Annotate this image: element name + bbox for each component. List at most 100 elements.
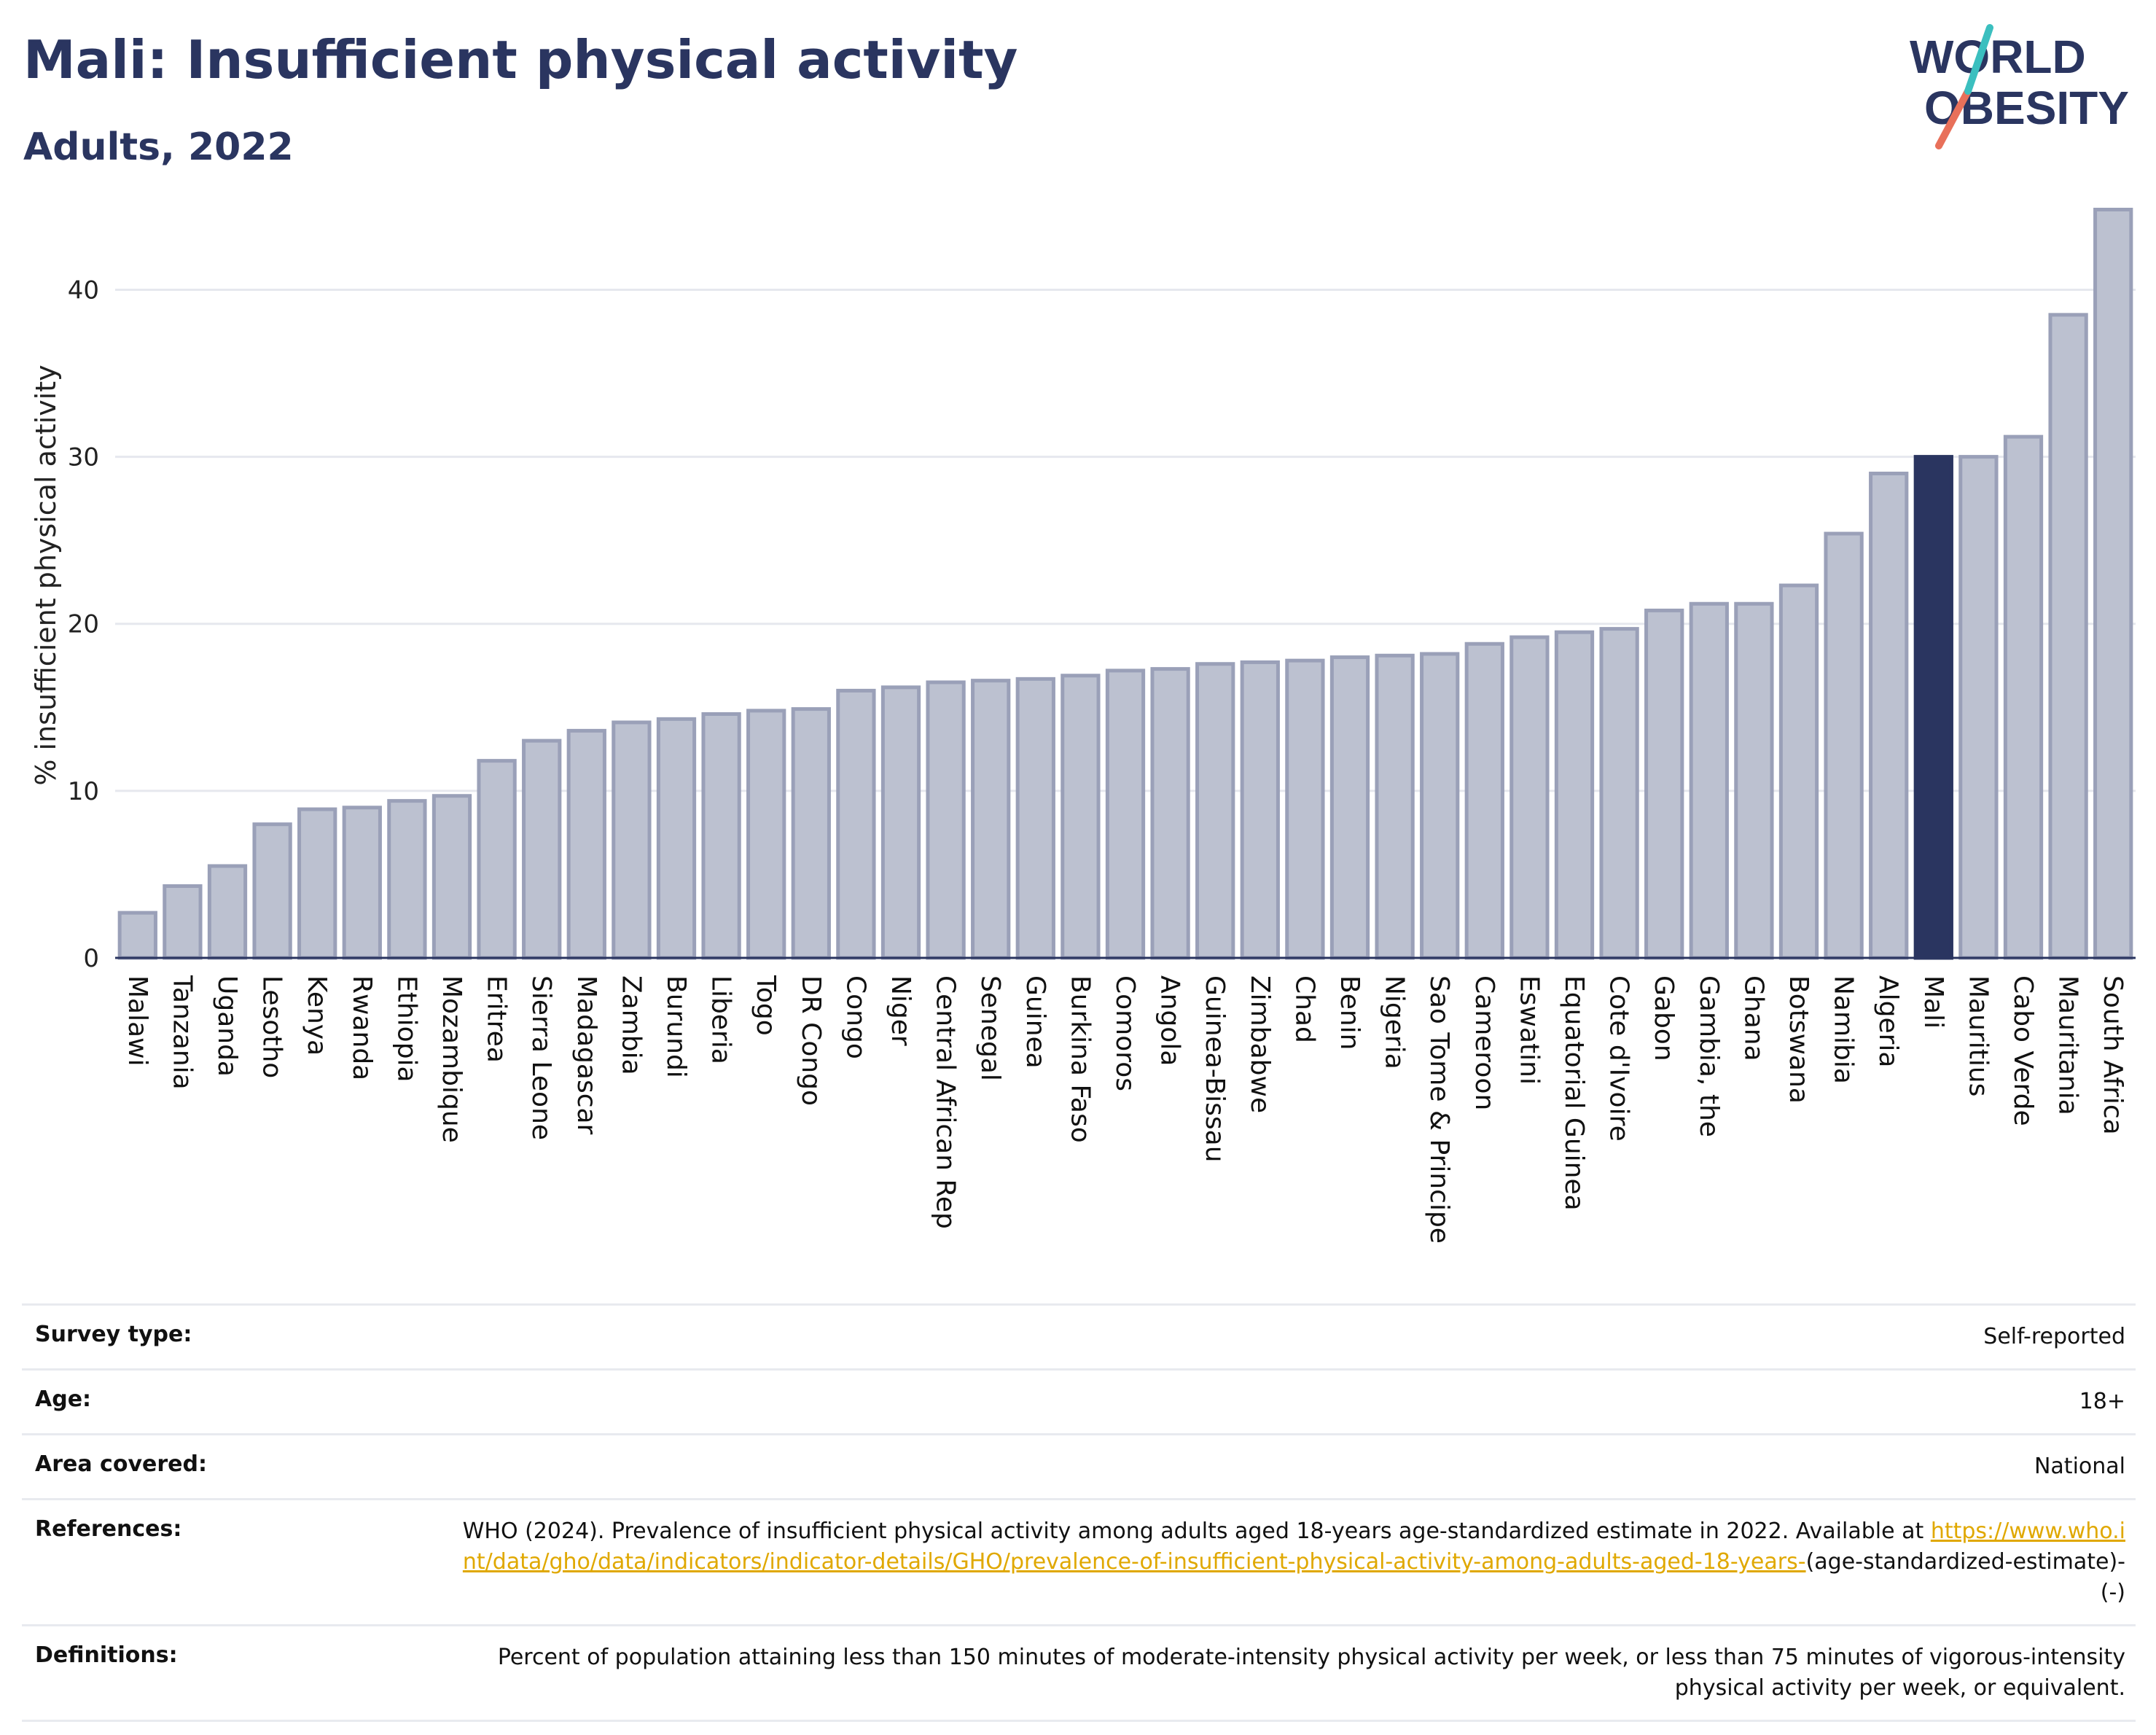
bar-comoros [1105, 668, 1146, 960]
x-tick-label: Senegal [975, 975, 1005, 1081]
y-tick-label: 10 [68, 777, 99, 806]
bar-eswatini [1509, 635, 1550, 960]
x-tick-label: Chad [1289, 975, 1319, 1043]
x-tick-label: Uganda [212, 975, 242, 1077]
y-tick-label: 0 [83, 944, 99, 973]
bar-cote-d-ivoire [1599, 627, 1639, 960]
x-tick-label: Guinea-Bissau [1200, 975, 1230, 1163]
bar-ethiopia [387, 799, 427, 960]
meta-label: Survey type: [35, 1322, 192, 1347]
x-tick-label: Cameroon [1469, 975, 1499, 1110]
y-tick-label: 30 [68, 443, 99, 472]
bar-guinea [1015, 677, 1055, 960]
bar-tanzania [163, 884, 203, 960]
x-tick-label: Burundi [661, 975, 691, 1078]
references-tail: (age-standardized-estimate)-(-) [1805, 1549, 2125, 1605]
bar-zambia [612, 720, 652, 960]
bar-gabon [1644, 608, 1684, 960]
bar-central-african-rep [926, 680, 966, 960]
x-tick-label: Cabo Verde [2008, 975, 2038, 1126]
bar-madagascar [566, 728, 606, 960]
x-tick-label: Guinea [1020, 975, 1050, 1069]
x-tick-label: Gambia, the [1694, 975, 1724, 1137]
x-tick-label: Rwanda [347, 975, 377, 1080]
x-tick-label: Lesotho [257, 975, 287, 1078]
bar-liberia [701, 711, 741, 960]
x-tick-label: Equatorial Guinea [1559, 975, 1589, 1211]
bar-chart: 0 10 20 30 40 % insufficient physical activit… [30, 207, 2136, 1244]
x-tick-label: Ethiopia [391, 975, 421, 1083]
world-obesity-logo: WORLD OBESITY [1910, 24, 2129, 149]
bar-togo [746, 709, 786, 960]
x-tick-label: Niger [886, 975, 915, 1046]
page-subtitle: Adults, 2022 [23, 125, 294, 169]
x-tick-label: Congo [840, 975, 870, 1059]
bar-zimbabwe [1240, 660, 1280, 960]
bar-eritrea [477, 759, 517, 960]
x-tick-label: Burkina Faso [1065, 975, 1095, 1143]
x-tick-label: Namibia [1829, 975, 1859, 1084]
meta-value: 18+ [2079, 1389, 2125, 1414]
bar-rwanda [342, 806, 382, 960]
bar-algeria [1869, 472, 1909, 960]
meta-label: Area covered: [35, 1451, 207, 1477]
bar-lesotho [252, 822, 292, 960]
x-tick-label: Mozambique [437, 975, 466, 1143]
bar-congo [836, 688, 876, 960]
bar-sierra-leone [522, 738, 562, 960]
meta-label: References: [35, 1516, 182, 1542]
x-tick-label: Central African Rep [931, 975, 961, 1229]
bar-mozambique [431, 794, 472, 960]
meta-row-area: Area covered: National [22, 1433, 2136, 1498]
x-tick-label: Gabon [1649, 975, 1679, 1061]
x-tick-label: Ghana [1738, 975, 1768, 1061]
x-tick-label: Zambia [616, 975, 646, 1075]
logo-slash-teal [1964, 24, 1993, 95]
bar-mauritania [2048, 313, 2088, 960]
x-tick-label: Madagascar [571, 975, 601, 1135]
meta-row-references: References: WHO (2024). Prevalence of in… [22, 1498, 2136, 1624]
x-tick-label: Sao Tome & Principe [1424, 975, 1454, 1244]
x-tick-label: Benin [1335, 975, 1364, 1050]
x-tick-label: Nigeria [1380, 975, 1410, 1069]
x-tick-label: Zimbabwe [1245, 975, 1275, 1113]
bar-dr-congo [791, 707, 831, 960]
metadata-table: Survey type: Self-reported Age: 18+ Area… [22, 1303, 2136, 1722]
meta-value: Self-reported [1983, 1324, 2125, 1349]
bar-mali [1913, 455, 1953, 960]
meta-row-survey-type: Survey type: Self-reported [22, 1303, 2136, 1368]
x-tick-label: DR Congo [796, 975, 826, 1106]
bar-guinea-bissau [1195, 662, 1235, 960]
x-tick-label: Botswana [1784, 975, 1813, 1104]
meta-label: Definitions: [35, 1642, 178, 1668]
bar-chad [1285, 658, 1325, 960]
bar-uganda [207, 864, 248, 960]
bar-burundi [656, 717, 697, 960]
meta-row-age: Age: 18+ [22, 1368, 2136, 1433]
references-link[interactable]: https://www.who.int/data/gho/data/indica… [462, 1518, 2125, 1575]
x-tick-label: Kenya [302, 975, 332, 1056]
x-tick-label: South Africa [2098, 975, 2128, 1135]
x-tick-label: Mauritius [1963, 975, 1993, 1096]
x-tick-label: Malawi [122, 975, 152, 1067]
bar-nigeria [1375, 653, 1415, 960]
x-tick-label: Angola [1155, 975, 1185, 1066]
definitions-value: Percent of population attaining less tha… [497, 1645, 2125, 1701]
bar-malawi [117, 911, 157, 960]
meta-label: Age: [35, 1387, 92, 1412]
meta-row-definitions: Definitions: Percent of population attai… [22, 1624, 2136, 1722]
x-tick-label: Cote d'Ivoire [1604, 975, 1634, 1142]
x-tick-label: Liberia [706, 975, 736, 1064]
x-tick-label: Comoros [1110, 975, 1140, 1091]
bar-angola [1150, 667, 1190, 960]
meta-value: National [2034, 1454, 2125, 1479]
x-tick-label: Eswatini [1514, 975, 1544, 1085]
x-tick-label: Sierra Leone [526, 975, 556, 1140]
bar-ghana [1734, 601, 1774, 960]
bar-niger [880, 685, 921, 960]
bar-sao-tome-principe [1420, 652, 1460, 960]
x-tick-label: Mauritania [2053, 975, 2083, 1115]
bar-mauritius [1958, 455, 1999, 960]
logo-slash-coral [1935, 87, 1972, 149]
page-title: Mali: Insufficient physical activity [23, 29, 1018, 90]
